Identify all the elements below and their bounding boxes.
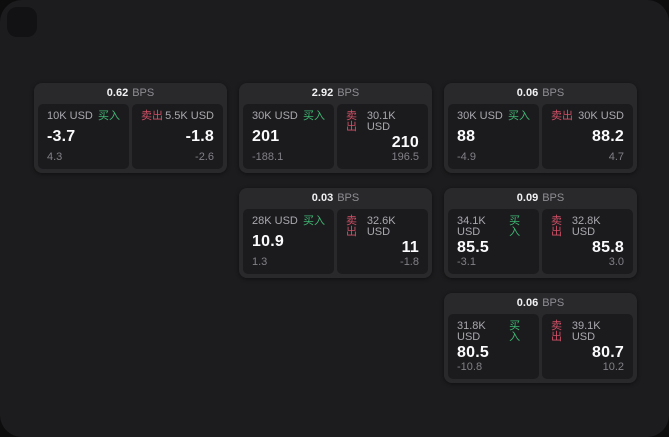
sell-price: -1.8 <box>185 128 214 145</box>
quote-card: 0.62 BPS 10K USD 买入 -3.7 4.3 卖出 5.5K USD <box>34 83 227 173</box>
sell-price: 88.2 <box>592 128 624 145</box>
sell-quote-panel[interactable]: 卖出 30K USD 88.2 4.7 <box>542 104 633 169</box>
buy-side-label: 买入 <box>509 215 521 238</box>
quote-card: 0.06 BPS 30K USD 买入 88 -4.9 卖出 30K USD <box>444 83 637 173</box>
sell-quote-panel[interactable]: 卖出 32.8K USD 85.8 3.0 <box>542 209 633 274</box>
sell-side-label: 卖出 <box>551 215 562 238</box>
quote-panels: 28K USD 买入 10.9 1.3 卖出 32.6K USD 11 -1.8 <box>243 209 428 274</box>
buy-notional: 10K USD <box>47 110 93 122</box>
card-header: 0.06 BPS <box>444 83 637 104</box>
bps-value: 2.92 <box>311 87 334 99</box>
bps-unit-label: BPS <box>542 297 565 309</box>
quote-card: 0.09 BPS 34.1K USD 买入 85.5 -3.1 卖出 32.8K… <box>444 188 637 278</box>
buy-price: 88 <box>457 128 476 145</box>
buy-side-label: 买入 <box>303 110 325 122</box>
sell-sub-value: 196.5 <box>391 151 419 163</box>
buy-side-label: 买入 <box>508 110 530 122</box>
buy-sub-value: -188.1 <box>252 151 284 163</box>
quote-card: 0.06 BPS 31.8K USD 买入 80.5 -10.8 卖出 39.1… <box>444 293 637 383</box>
bps-value: 0.06 <box>516 87 539 99</box>
card-header: 0.09 BPS <box>444 188 637 209</box>
buy-quote-panel[interactable]: 34.1K USD 买入 85.5 -3.1 <box>448 209 539 274</box>
quote-panels: 34.1K USD 买入 85.5 -3.1 卖出 32.8K USD 85.8… <box>448 209 633 274</box>
buy-price: 85.5 <box>457 238 489 256</box>
buy-sub-value: -3.1 <box>457 256 476 268</box>
sell-quote-panel[interactable]: 卖出 39.1K USD 80.7 10.2 <box>542 314 633 379</box>
card-header: 0.03 BPS <box>239 188 432 209</box>
sell-price: 11 <box>401 238 419 256</box>
card-header: 2.92 BPS <box>239 83 432 104</box>
sell-sub-value: 3.0 <box>608 256 624 268</box>
buy-sub-value: 4.3 <box>47 151 63 163</box>
sell-notional: 5.5K USD <box>165 110 214 122</box>
sell-price: 80.7 <box>592 343 624 361</box>
bps-unit-label: BPS <box>542 192 565 204</box>
sell-price: 85.8 <box>592 238 624 256</box>
buy-notional: 34.1K USD <box>457 215 486 238</box>
bps-value: 0.62 <box>106 87 129 99</box>
sell-sub-value: 10.2 <box>602 361 624 373</box>
buy-price: 201 <box>252 128 280 145</box>
sell-notional: 30K USD <box>578 110 624 122</box>
sell-quote-panel[interactable]: 卖出 30.1K USD 210 196.5 <box>337 104 428 169</box>
sell-quote-panel[interactable]: 卖出 5.5K USD -1.8 -2.6 <box>132 104 223 169</box>
buy-sub-value: 1.3 <box>252 256 268 268</box>
buy-quote-panel[interactable]: 31.8K USD 买入 80.5 -10.8 <box>448 314 539 379</box>
buy-sub-value: -10.8 <box>457 361 483 373</box>
buy-notional: 28K USD <box>252 215 298 227</box>
bps-value: 0.09 <box>516 192 539 204</box>
quote-card: 0.03 BPS 28K USD 买入 10.9 1.3 卖出 32.6K US… <box>239 188 432 278</box>
sell-side-label: 卖出 <box>141 110 163 122</box>
buy-notional: 31.8K USD <box>457 320 486 343</box>
buy-quote-panel[interactable]: 30K USD 买入 201 -188.1 <box>243 104 334 169</box>
quote-panels: 30K USD 买入 88 -4.9 卖出 30K USD 88.2 4.7 <box>448 104 633 169</box>
buy-quote-panel[interactable]: 10K USD 买入 -3.7 4.3 <box>38 104 129 169</box>
sell-price: 210 <box>391 133 419 151</box>
buy-side-label: 买入 <box>98 110 120 122</box>
buy-side-label: 买入 <box>509 320 521 343</box>
buy-quote-panel[interactable]: 30K USD 买入 88 -4.9 <box>448 104 539 169</box>
sell-side-label: 卖出 <box>346 110 357 133</box>
card-header: 0.06 BPS <box>444 293 637 314</box>
bps-value: 0.03 <box>311 192 334 204</box>
buy-price: 80.5 <box>457 343 489 361</box>
bps-unit-label: BPS <box>337 87 360 99</box>
sell-sub-value: -1.8 <box>400 256 419 268</box>
sell-notional: 32.8K USD <box>571 215 601 238</box>
buy-price: 10.9 <box>252 233 284 250</box>
buy-quote-panel[interactable]: 28K USD 买入 10.9 1.3 <box>243 209 334 274</box>
buy-price: -3.7 <box>47 128 76 145</box>
sell-notional: 39.1K USD <box>571 320 601 343</box>
sell-side-label: 卖出 <box>346 215 357 238</box>
bps-unit-label: BPS <box>132 87 155 99</box>
quote-card-grid: 0.62 BPS 10K USD 买入 -3.7 4.3 卖出 5.5K USD <box>34 83 637 383</box>
sell-quote-panel[interactable]: 卖出 32.6K USD 11 -1.8 <box>337 209 428 274</box>
bps-unit-label: BPS <box>542 87 565 99</box>
quote-panels: 31.8K USD 买入 80.5 -10.8 卖出 39.1K USD 80.… <box>448 314 633 379</box>
buy-side-label: 买入 <box>303 215 325 227</box>
bps-unit-label: BPS <box>337 192 360 204</box>
buy-notional: 30K USD <box>457 110 503 122</box>
sell-sub-value: 4.7 <box>608 151 624 163</box>
corner-chip <box>7 7 37 37</box>
bps-value: 0.06 <box>516 297 539 309</box>
sell-sub-value: -2.6 <box>195 151 214 163</box>
card-header: 0.62 BPS <box>34 83 227 104</box>
buy-sub-value: -4.9 <box>457 151 476 163</box>
sell-side-label: 卖出 <box>551 320 562 343</box>
quote-panels: 30K USD 买入 201 -188.1 卖出 30.1K USD 210 1… <box>243 104 428 169</box>
sell-notional: 30.1K USD <box>366 110 396 133</box>
quote-card: 2.92 BPS 30K USD 买入 201 -188.1 卖出 30.1K … <box>239 83 432 173</box>
buy-notional: 30K USD <box>252 110 298 122</box>
sell-notional: 32.6K USD <box>366 215 396 238</box>
sell-side-label: 卖出 <box>551 110 573 122</box>
quote-panels: 10K USD 买入 -3.7 4.3 卖出 5.5K USD -1.8 -2.… <box>38 104 223 169</box>
